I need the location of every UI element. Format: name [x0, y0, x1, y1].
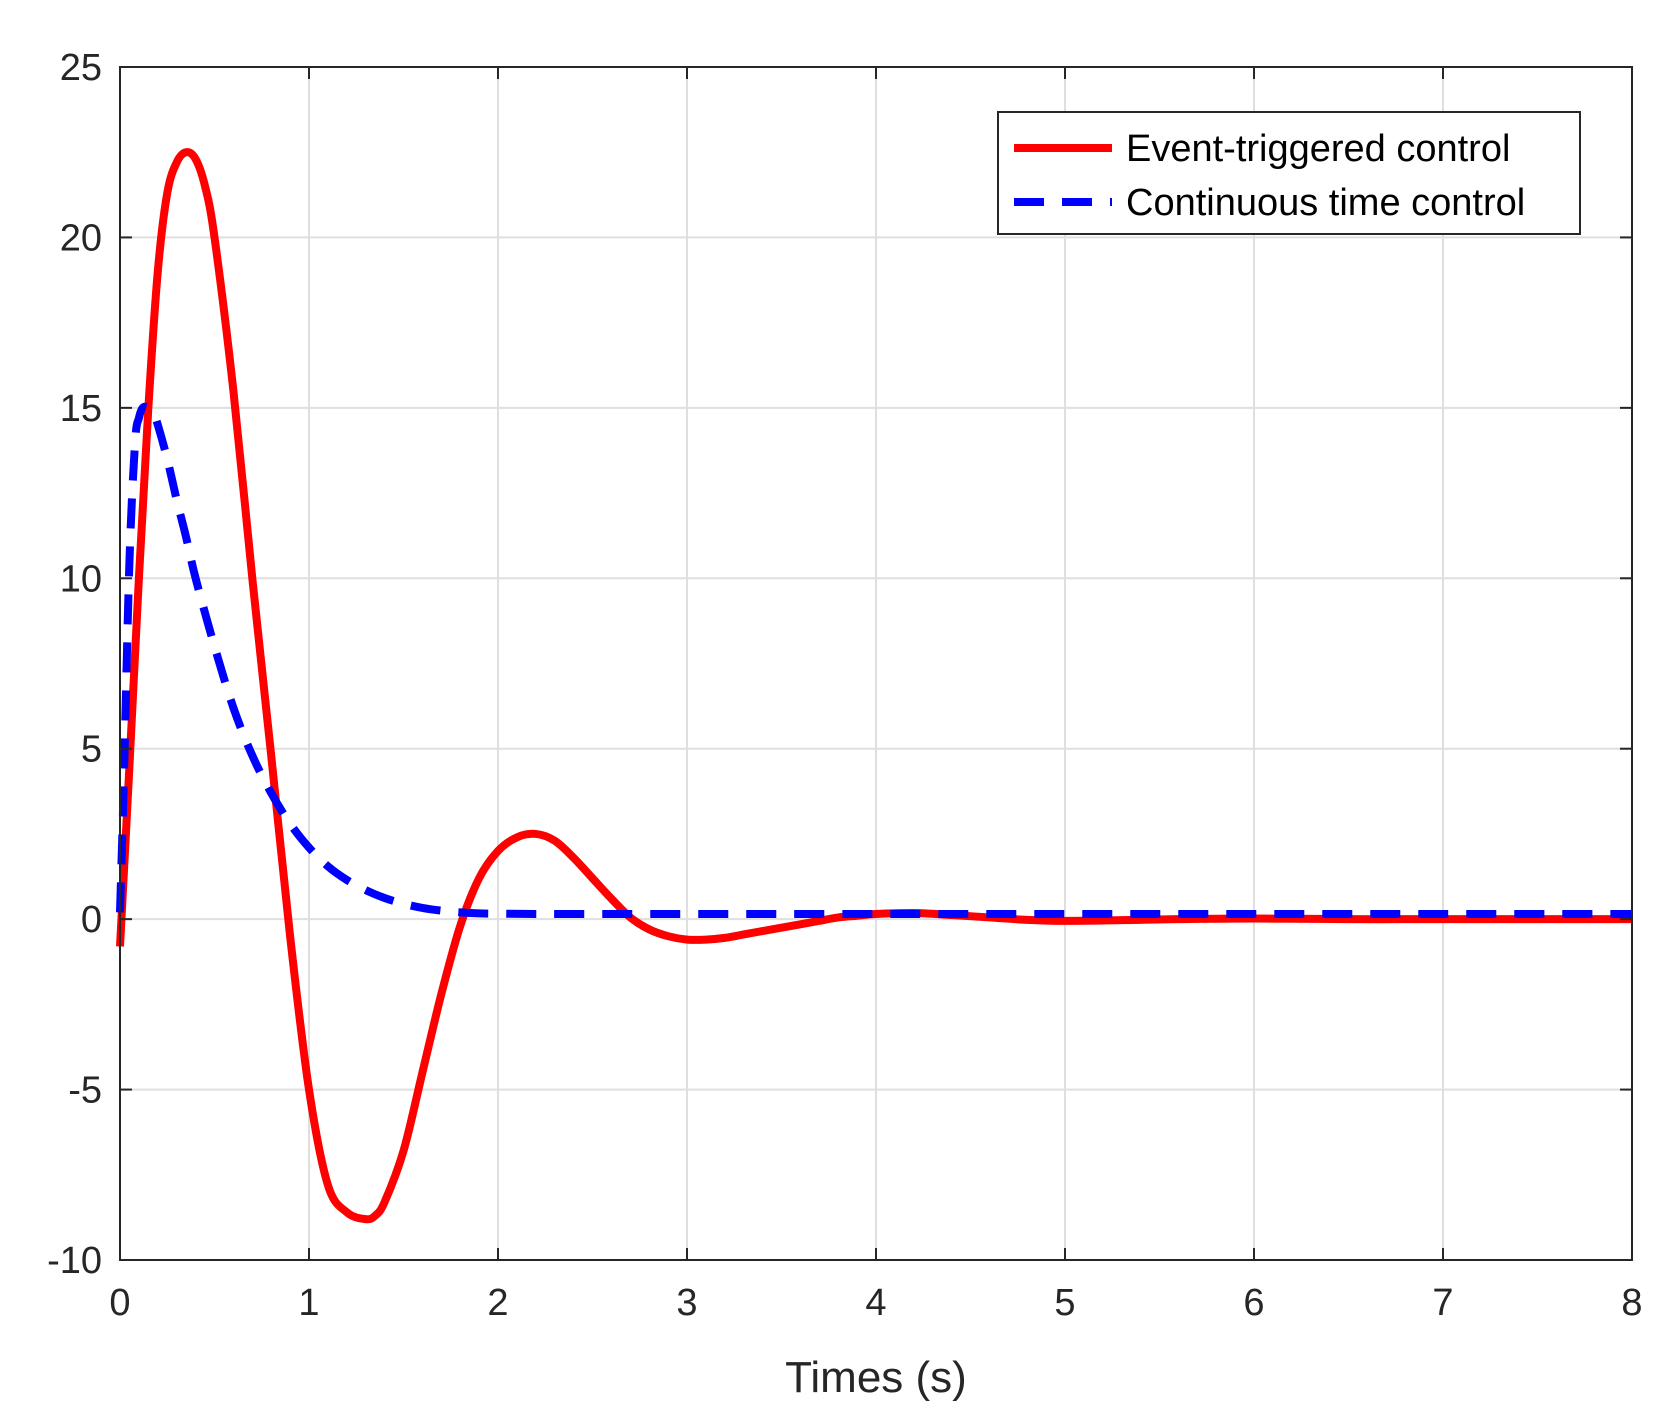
- x-tick-label: 2: [487, 1282, 508, 1324]
- x-tick-label: 0: [109, 1282, 130, 1324]
- x-tick-label: 5: [1054, 1282, 1075, 1324]
- x-tick-label: 4: [865, 1282, 886, 1324]
- x-tick-label: 8: [1621, 1282, 1642, 1324]
- tick-labels: 0 1 2 3 4 5 6 7 8 -10 -5 0 5 10 15 20 25: [47, 47, 1642, 1324]
- y-tick-label: 20: [60, 217, 102, 259]
- y-tick-label: 5: [81, 729, 102, 771]
- y-tick-label: 25: [60, 47, 102, 89]
- x-tick-label: 6: [1243, 1282, 1264, 1324]
- series-continuous-time-line: [116, 402, 1632, 919]
- y-tick-label: 15: [60, 388, 102, 430]
- legend-box: [997, 111, 1581, 235]
- series-layer: [116, 148, 1632, 1224]
- legend-label-continuous-time: Continuous time control: [1126, 182, 1525, 224]
- ticks: [119, 66, 1633, 1261]
- x-axis-title: Times (s): [785, 1353, 967, 1402]
- y-tick-label: -10: [47, 1240, 102, 1282]
- legend-label-event-triggered: Event-triggered control: [1126, 128, 1510, 170]
- y-tick-label: 10: [60, 558, 102, 600]
- y-tick-label: -5: [68, 1070, 102, 1112]
- x-tick-label: 3: [676, 1282, 697, 1324]
- y-tick-label: 0: [81, 899, 102, 941]
- legend: Event-triggered control Continuous time …: [997, 111, 1581, 235]
- x-tick-label: 7: [1432, 1282, 1453, 1324]
- x-tick-label: 1: [298, 1282, 319, 1324]
